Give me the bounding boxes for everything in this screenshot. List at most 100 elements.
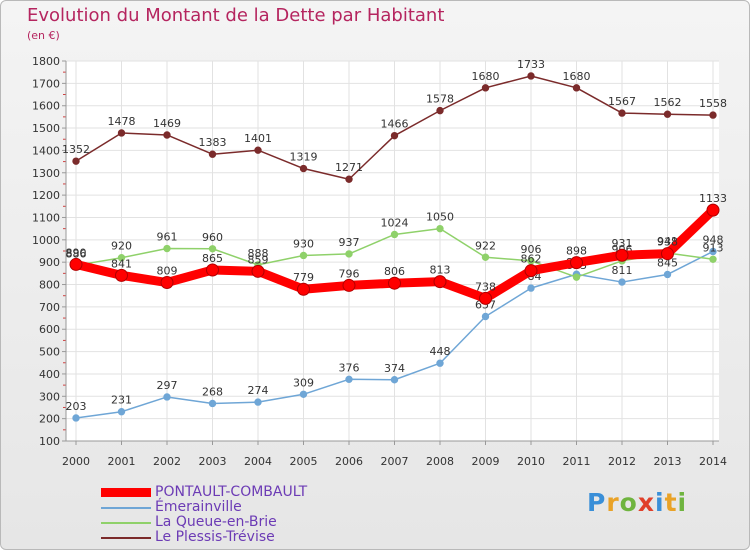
x-tick-label: 2001 <box>108 455 136 468</box>
data-label-pontault-combault: 931 <box>612 237 633 250</box>
legend-swatch <box>101 522 151 524</box>
data-point-le-plessis-trevise <box>618 109 626 117</box>
legend-label: La Queue-en-Brie <box>155 514 277 530</box>
data-point-le-plessis-trevise <box>481 84 490 92</box>
data-point-la-queue-en-brie <box>390 230 399 239</box>
data-label-la-queue-en-brie: 886 <box>66 247 87 260</box>
x-tick-label: 2005 <box>290 455 318 468</box>
data-label-emerainville: 811 <box>612 264 633 277</box>
legend-swatch <box>101 537 151 539</box>
data-point-la-queue-en-brie <box>345 250 353 258</box>
data-point-emerainville <box>436 359 444 367</box>
data-label-emerainville: 374 <box>384 362 405 375</box>
data-point-emerainville <box>390 376 399 384</box>
x-tick-label: 2012 <box>608 455 636 468</box>
data-label-le-plessis-trevise: 1469 <box>153 117 181 130</box>
y-tick-label: 1200 <box>32 189 60 202</box>
y-tick-label: 1800 <box>32 55 60 68</box>
data-label-le-plessis-trevise: 1578 <box>426 93 454 106</box>
data-label-pontault-combault: 859 <box>248 253 269 266</box>
data-point-pontault-combault <box>206 263 219 277</box>
x-tick-label: 2002 <box>153 455 181 468</box>
data-label-le-plessis-trevise: 1733 <box>517 58 545 71</box>
data-point-la-queue-en-brie <box>481 253 490 261</box>
y-tick-label: 300 <box>39 390 60 403</box>
data-label-pontault-combault: 796 <box>339 267 360 280</box>
x-tick-label: 2007 <box>381 455 409 468</box>
data-label-pontault-combault: 862 <box>521 253 542 266</box>
data-label-la-queue-en-brie: 920 <box>111 240 132 253</box>
data-label-la-queue-en-brie: 930 <box>293 237 314 250</box>
data-point-pontault-combault <box>69 257 83 271</box>
legend-label: Le Plessis-Trévise <box>155 529 275 545</box>
data-point-la-queue-en-brie <box>572 273 581 281</box>
data-label-la-queue-en-brie: 888 <box>248 247 269 260</box>
data-label-emerainville: 376 <box>339 361 360 374</box>
data-label-emerainville: 297 <box>157 379 178 392</box>
data-point-le-plessis-trevise <box>390 131 399 140</box>
legend-label: PONTAULT-COMBAULT <box>155 484 308 500</box>
x-tick-label: 2004 <box>244 455 272 468</box>
legend-swatch <box>101 488 151 497</box>
y-tick-label: 100 <box>39 435 60 448</box>
data-point-emerainville <box>208 399 217 408</box>
data-label-emerainville: 274 <box>248 384 269 397</box>
data-label-pontault-combault: 806 <box>384 265 405 278</box>
proxiti-logo: Proxiti <box>587 488 688 517</box>
data-point-la-queue-en-brie <box>163 244 171 253</box>
data-label-la-queue-en-brie: 913 <box>703 241 724 254</box>
data-point-le-plessis-trevise <box>345 175 353 183</box>
data-point-pontault-combault <box>479 291 492 305</box>
x-tick-label: 2000 <box>62 455 90 468</box>
y-tick-label: 1000 <box>32 234 60 247</box>
data-point-le-plessis-trevise <box>254 146 262 154</box>
data-label-pontault-combault: 809 <box>157 265 178 278</box>
data-label-le-plessis-trevise: 1401 <box>244 132 272 145</box>
data-point-la-queue-en-brie <box>208 245 217 253</box>
data-point-le-plessis-trevise <box>72 157 80 165</box>
data-point-pontault-combault <box>570 256 583 270</box>
data-label-emerainville: 309 <box>293 376 314 389</box>
data-point-le-plessis-trevise <box>299 164 308 173</box>
data-point-le-plessis-trevise <box>527 72 535 80</box>
chart-subtitle: (en €) <box>27 29 60 42</box>
data-label-le-plessis-trevise: 1558 <box>699 97 727 110</box>
y-tick-label: 200 <box>39 413 60 426</box>
chart-title: Evolution du Montant de la Dette par Hab… <box>27 5 445 26</box>
data-label-emerainville: 268 <box>202 385 223 398</box>
data-label-la-queue-en-brie: 1024 <box>381 216 409 229</box>
data-point-le-plessis-trevise <box>436 106 444 115</box>
y-tick-label: 1400 <box>32 144 60 157</box>
y-tick-label: 1500 <box>32 122 60 135</box>
data-label-le-plessis-trevise: 1271 <box>335 161 363 174</box>
data-label-le-plessis-trevise: 1680 <box>472 70 500 83</box>
data-label-la-queue-en-brie: 1050 <box>426 211 454 224</box>
x-tick-label: 2009 <box>472 455 500 468</box>
data-point-la-queue-en-brie <box>117 254 126 262</box>
y-tick-label: 1300 <box>32 167 60 180</box>
y-tick-label: 1100 <box>32 211 60 224</box>
data-point-emerainville <box>299 390 308 398</box>
x-tick-label: 2010 <box>517 455 545 468</box>
data-point-pontault-combault <box>342 278 356 292</box>
data-label-pontault-combault: 1133 <box>699 192 727 205</box>
data-label-pontault-combault: 738 <box>475 280 496 293</box>
data-label-le-plessis-trevise: 1352 <box>62 143 90 156</box>
data-point-pontault-combault <box>115 268 128 282</box>
data-point-pontault-combault <box>433 275 447 289</box>
data-point-le-plessis-trevise <box>572 84 581 92</box>
data-label-emerainville: 948 <box>703 233 724 246</box>
data-label-le-plessis-trevise: 1562 <box>654 96 682 109</box>
y-tick-label: 1700 <box>32 77 60 90</box>
data-label-le-plessis-trevise: 1319 <box>290 151 318 164</box>
data-label-emerainville: 231 <box>111 394 132 407</box>
data-label-pontault-combault: 898 <box>566 245 587 258</box>
data-point-la-queue-en-brie <box>709 255 717 263</box>
data-point-emerainville <box>117 408 126 416</box>
data-label-pontault-combault: 779 <box>293 271 314 284</box>
data-label-pontault-combault: 865 <box>202 252 223 265</box>
data-label-la-queue-en-brie: 937 <box>339 236 360 249</box>
data-point-pontault-combault <box>297 282 310 296</box>
data-label-pontault-combault: 841 <box>111 257 132 270</box>
